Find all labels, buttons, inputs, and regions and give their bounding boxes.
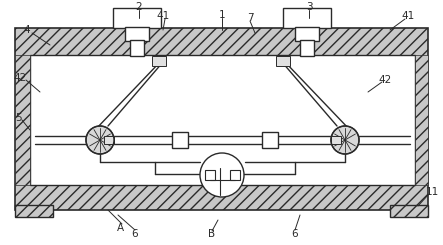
Text: 41: 41 [401,11,415,21]
Text: 4: 4 [23,25,30,35]
Bar [283,8,331,28]
Bar [205,170,215,180]
Bar [295,27,319,41]
Circle shape [331,126,359,154]
Bar [230,170,240,180]
Text: 42: 42 [378,75,392,85]
Text: 5: 5 [15,113,21,123]
Text: 3: 3 [306,2,312,12]
Bar [390,205,428,217]
Text: 42: 42 [13,73,27,83]
Bar [331,136,341,144]
Text: 6: 6 [132,229,138,239]
Circle shape [86,126,114,154]
Text: 41: 41 [156,11,170,21]
Text: 6: 6 [291,229,298,239]
Text: 7: 7 [247,13,253,23]
Bar [30,55,415,185]
Text: 1: 1 [219,10,225,20]
Text: A: A [117,223,124,233]
Bar [172,132,188,148]
Bar [104,136,114,144]
Text: B: B [209,229,216,239]
Bar [15,205,53,217]
Text: 2: 2 [136,2,142,12]
Bar [300,40,314,56]
Bar [276,56,290,66]
Bar [125,27,149,41]
Circle shape [200,153,244,197]
Text: 11: 11 [425,187,439,197]
Bar [113,8,161,28]
Bar [415,55,428,185]
Bar [15,28,428,210]
Bar [152,56,166,66]
Bar [15,55,30,185]
Bar [130,40,144,56]
Bar [262,132,278,148]
